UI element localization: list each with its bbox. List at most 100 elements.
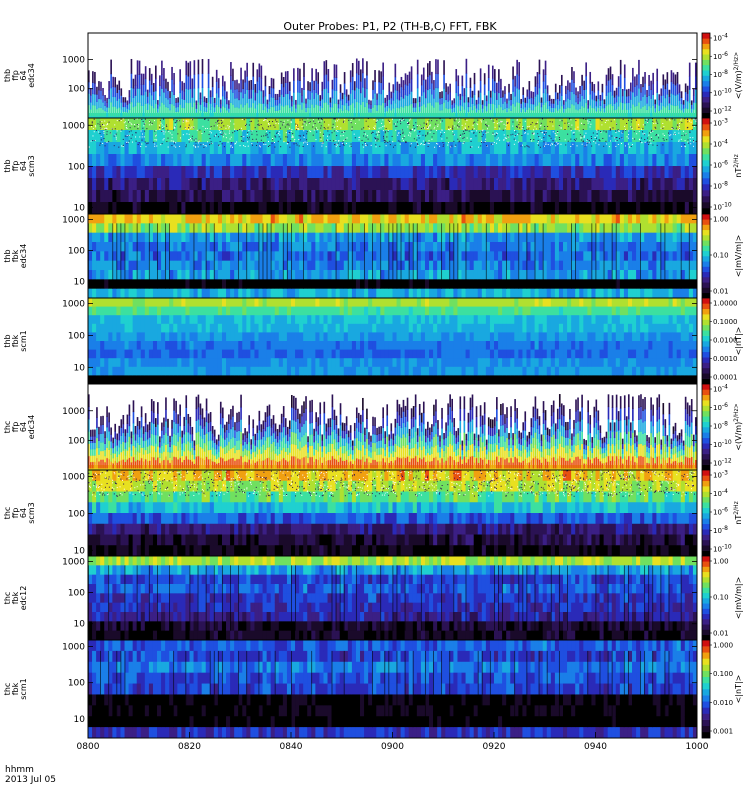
colorbar-tick-label: 1.000 [713, 642, 733, 650]
colorbar-tick-label: 10-4 [713, 32, 728, 43]
colorbar-label: <|mV/m|> [734, 577, 743, 620]
colorbar-tick-label: 10-12 [713, 457, 732, 468]
y-tick-label: 10 [74, 546, 86, 556]
colorbar-tick-label: 0.0001 [713, 374, 738, 382]
y-axis-label-line: edc34 [27, 63, 36, 88]
colorbar-label: <(V/m)2/Hz> [733, 403, 744, 450]
x-axis-label-format: hhmm [5, 765, 34, 775]
colorbar-tick-label: 0.10 [713, 594, 729, 602]
y-tick-label: 100 [68, 85, 85, 95]
colorbar-tick-label: 0.001 [713, 728, 733, 736]
y-tick-label: 10 [74, 204, 86, 214]
spectrogram-texture [88, 298, 697, 384]
colorbar-tick-label: 10-8 [713, 525, 728, 536]
y-axis-label-line: scm1 [19, 678, 28, 699]
colorbar-tick-label: 10-10 [713, 543, 732, 554]
colorbar-tick-label: 10-3 [713, 469, 728, 480]
colorbar-tick-label: 10-6 [713, 506, 728, 517]
colorbar: 10-4 10-6 10-8 10-10 10-12<(V/m)2/Hz> [702, 383, 743, 470]
colorbar-tick-label: 0.01 [713, 288, 729, 296]
y-tick-label: 10 [74, 715, 86, 725]
x-tick-label: 0940 [584, 742, 607, 752]
colorbar: 1.00 0.10 0.01 <|mV/m|> [702, 556, 743, 640]
spectrogram-texture [88, 640, 697, 738]
colorbar-tick-label: 1.00 [713, 558, 729, 566]
colorbar-tick-label: 0.1000 [713, 318, 738, 326]
colorbar-tick-label: 10-4 [713, 488, 728, 499]
spectrogram-texture [88, 214, 697, 298]
y-axis-label-line: edc34 [19, 244, 28, 269]
y-tick-label: 100 [68, 162, 85, 172]
y-tick-label: 10 [74, 363, 86, 373]
spectrogram-texture [88, 470, 697, 556]
colorbar-tick-label: 10-10 [713, 439, 732, 450]
colorbar-label: <|nT|> [734, 327, 743, 356]
colorbar-tick-label: 10-3 [713, 117, 728, 128]
colorbar-tick-label: 10-8 [713, 69, 728, 80]
y-tick-label: 100 [68, 509, 85, 519]
x-tick-label: 0820 [178, 742, 201, 752]
y-tick-label: 1000 [62, 300, 85, 310]
y-tick-label: 10 [74, 278, 86, 288]
colorbar-tick-label: 10-10 [713, 87, 732, 98]
colorbar-tick-label: 0.100 [713, 670, 733, 678]
colorbar-tick-label: 10-6 [713, 50, 728, 61]
x-tick-label: 1000 [686, 742, 709, 752]
y-tick-label: 100 [68, 436, 85, 446]
colorbar-tick-label: 10-6 [713, 402, 728, 413]
y-tick-label: 100 [68, 589, 85, 599]
y-tick-label: 100 [68, 331, 85, 341]
colorbar-label: nT2/Hz [733, 501, 744, 524]
colorbar-tick-label: 1.0000 [713, 300, 738, 308]
y-tick-label: 10 [74, 620, 86, 630]
colorbar-label: <(V/m)2/Hz> [733, 52, 744, 99]
spectrogram-texture [88, 556, 697, 640]
spectrogram-texture [88, 118, 698, 214]
colorbar-label: <|mV/m|> [734, 235, 743, 278]
y-tick-label: 1000 [62, 472, 85, 482]
y-axis-label-line: edc12 [19, 586, 28, 611]
colorbar-tick-label: 0.010 [713, 699, 733, 707]
colorbar: 1.0000.1000.0100.001<|nT|> [702, 640, 743, 738]
colorbar-tick-label: 1.00 [713, 216, 729, 224]
colorbar: 10-3 10-4 10-6 10-8 10-10 nT2/Hz [702, 469, 743, 556]
colorbar-tick-label: 10-6 [713, 159, 728, 170]
colorbar-tick-label: 0.01 [713, 630, 729, 638]
x-tick-label: 0920 [483, 742, 506, 752]
chart-title: Outer Probes: P1, P2 (TH-B,C) FFT, FBK [283, 20, 497, 33]
colorbar-tick-label: 0.10 [713, 252, 729, 260]
colorbar: 1.00 0.10 0.01 <|mV/m|> [702, 214, 743, 298]
y-tick-label: 1000 [62, 215, 85, 225]
y-tick-label: 1000 [62, 121, 85, 131]
y-tick-label: 100 [68, 247, 85, 257]
y-tick-label: 1000 [62, 407, 85, 417]
colorbar-tick-label: 10-4 [713, 383, 728, 394]
x-tick-label: 0840 [280, 742, 303, 752]
x-tick-label: 0900 [381, 742, 404, 752]
y-axis-label-line: scm3 [27, 502, 36, 523]
y-tick-label: 1000 [62, 557, 85, 567]
colorbar-tick-label: 10-8 [713, 180, 728, 191]
colorbar-tick-label: 10-8 [713, 420, 728, 431]
y-tick-label: 100 [68, 679, 85, 689]
y-tick-label: 1000 [62, 55, 85, 65]
y-axis-label-line: edc34 [27, 415, 36, 440]
colorbar-tick-label: 10-4 [713, 138, 728, 149]
y-axis-label-line: scm3 [27, 155, 36, 176]
x-axis-label-date: 2013 Jul 05 [5, 775, 56, 785]
x-tick-label: 0800 [77, 742, 100, 752]
